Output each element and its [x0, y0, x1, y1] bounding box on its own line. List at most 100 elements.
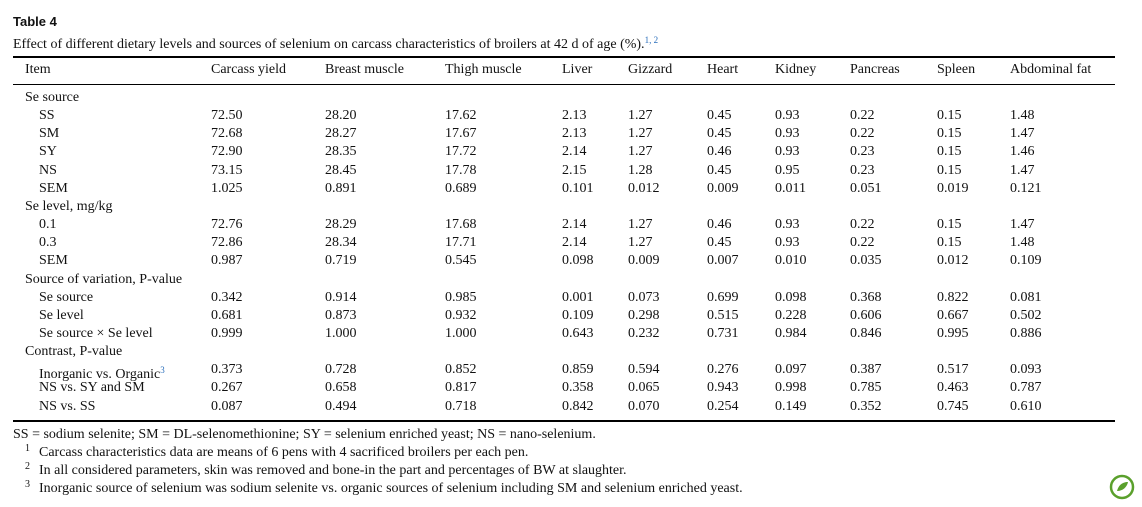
top-rule [13, 56, 1115, 58]
cell: 0.368 [850, 289, 882, 305]
footnote-text: Carcass characteristics data are means o… [39, 445, 529, 460]
cell: 0.358 [562, 380, 594, 396]
cell: 17.67 [445, 126, 477, 142]
cell: 17.71 [445, 235, 477, 251]
abbreviations: SS = sodium selenite; SM = DL-selenometh… [13, 427, 596, 442]
row-label-text: SEM [39, 253, 68, 269]
cell: 1.47 [1010, 126, 1035, 142]
cell: 0.001 [562, 289, 594, 305]
footnote-mark: 2 [25, 461, 30, 472]
bottom-rule [13, 420, 1115, 422]
cell: 0.098 [775, 289, 807, 305]
row-label: NS [39, 162, 57, 180]
cell: 0.93 [775, 144, 800, 160]
cell: 17.72 [445, 144, 477, 160]
column-header: Abdominal fat [1010, 62, 1092, 77]
row-label-text: Se source [39, 289, 94, 305]
cell: 0.932 [445, 307, 477, 323]
cell: 28.45 [325, 162, 357, 178]
cell: 1.47 [1010, 217, 1035, 233]
cell: 2.15 [562, 162, 587, 178]
cell: 1.27 [628, 235, 653, 251]
cell: 0.93 [775, 217, 800, 233]
cell: 0.15 [937, 235, 962, 251]
caption-sup: 1, 2 [644, 35, 659, 45]
footnote-text: Inorganic source of selenium was sodium … [39, 481, 743, 496]
cell: 0.689 [445, 180, 477, 196]
cell: 2.14 [562, 217, 587, 233]
cell: 0.606 [850, 307, 882, 323]
cell: 0.232 [628, 325, 660, 341]
cell: 2.13 [562, 126, 587, 142]
cell: 28.35 [325, 144, 357, 160]
cell: 0.007 [707, 253, 739, 269]
cell: 0.093 [1010, 362, 1042, 378]
cell: 2.14 [562, 144, 587, 160]
cell: 0.22 [850, 108, 875, 124]
cell: 0.081 [1010, 289, 1042, 305]
cell: 0.667 [937, 307, 969, 323]
cell: 0.995 [937, 325, 969, 341]
cell: 17.62 [445, 108, 477, 124]
cell: 0.95 [775, 162, 800, 178]
cell: 0.494 [325, 398, 357, 414]
cell: 0.298 [628, 307, 660, 323]
row-label: NS vs. SY and SM [39, 379, 145, 397]
cell: 0.267 [211, 380, 243, 396]
cell: 1.48 [1010, 235, 1035, 251]
cell: 0.985 [445, 289, 477, 305]
cell: 0.228 [775, 307, 807, 323]
cell: 0.101 [562, 180, 594, 196]
cell: 0.087 [211, 398, 243, 414]
logo-icon [1109, 474, 1135, 500]
cell: 0.45 [707, 235, 732, 251]
row-label: NS vs. SS [39, 398, 95, 416]
cell: 0.342 [211, 289, 243, 305]
cell: 0.45 [707, 126, 732, 142]
cell: 1.48 [1010, 108, 1035, 124]
cell: 1.27 [628, 144, 653, 160]
cell: 0.109 [562, 307, 594, 323]
cell: 2.13 [562, 108, 587, 124]
cell: 0.719 [325, 253, 357, 269]
column-header: Item [25, 62, 51, 77]
cell: 73.15 [211, 162, 243, 178]
cell: 0.859 [562, 362, 594, 378]
cell: 1.27 [628, 126, 653, 142]
cell: 0.45 [707, 108, 732, 124]
row-label-text: SS [39, 108, 55, 124]
cell: 0.463 [937, 380, 969, 396]
cell: 0.594 [628, 362, 660, 378]
cell: 0.352 [850, 398, 882, 414]
row-label-text: Se source × Se level [39, 325, 153, 341]
cell: 0.681 [211, 307, 243, 323]
cell: 0.019 [937, 180, 969, 196]
cell: 0.035 [850, 253, 882, 269]
cell: 0.012 [628, 180, 660, 196]
row-label: Se source × Se level [39, 325, 153, 343]
section-label: Se level, mg/kg [25, 198, 113, 216]
cell: 0.914 [325, 289, 357, 305]
cell: 0.15 [937, 217, 962, 233]
row-label-text: SEM [39, 180, 68, 196]
row-label: 0.1 [39, 216, 57, 234]
cell: 0.610 [1010, 398, 1042, 414]
cell: 0.718 [445, 398, 477, 414]
cell: 28.29 [325, 217, 357, 233]
cell: 0.842 [562, 398, 594, 414]
cell: 0.23 [850, 162, 875, 178]
cell: 0.891 [325, 180, 357, 196]
column-header: Carcass yield [211, 62, 287, 77]
row-label: SEM [39, 180, 68, 198]
cell: 0.787 [1010, 380, 1042, 396]
row-label-text: NS vs. SY and SM [39, 380, 145, 396]
row-label-text: SM [39, 126, 60, 142]
row-label: SS [39, 107, 55, 125]
cell: 0.873 [325, 307, 357, 323]
cell: 0.15 [937, 162, 962, 178]
cell: 0.373 [211, 362, 243, 378]
cell: 0.121 [1010, 180, 1042, 196]
cell: 0.502 [1010, 307, 1042, 323]
cell: 28.34 [325, 235, 357, 251]
caption-text: Effect of different dietary levels and s… [13, 37, 645, 52]
